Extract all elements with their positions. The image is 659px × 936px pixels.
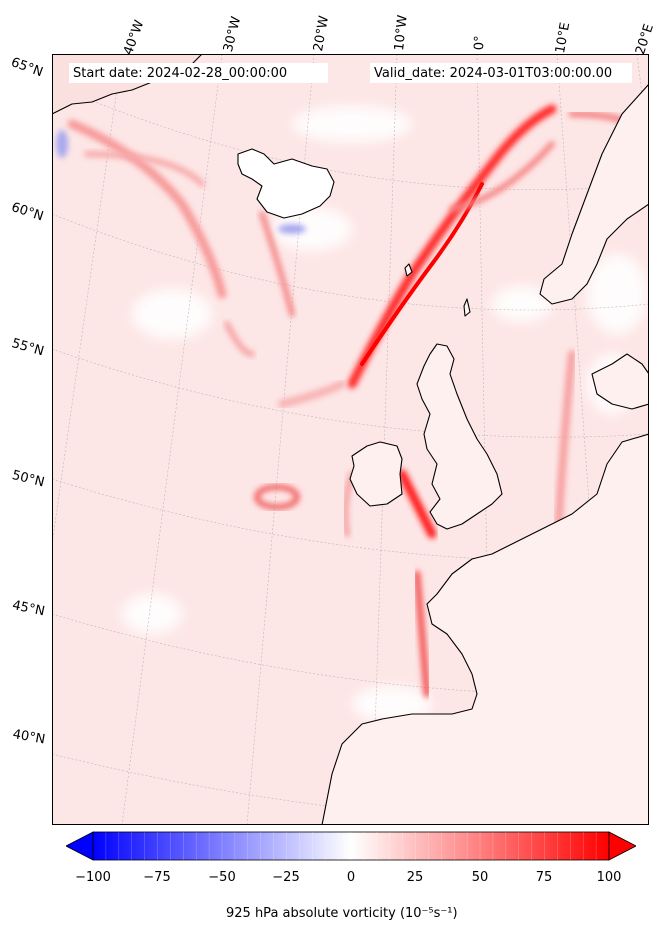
lat-label-55n: 55°N bbox=[9, 336, 46, 360]
colorbar-tick-neg50: −50 bbox=[208, 870, 236, 885]
colorbar-gradient bbox=[92, 831, 610, 861]
lat-label-60n: 60°N bbox=[9, 200, 46, 225]
colorbar-tick-neg100: −100 bbox=[75, 870, 111, 885]
colorbar-tick-100: 100 bbox=[596, 870, 622, 885]
colorbar-tick-neg75: −75 bbox=[143, 870, 171, 885]
lon-label-20w: 20°W bbox=[311, 14, 333, 53]
colorbar-graphic bbox=[65, 831, 637, 861]
start-date-label: Start date: 2024-02-28_00:00:00 bbox=[70, 66, 291, 81]
colorbar-tick-neg25: −25 bbox=[272, 870, 300, 885]
colorbar-tick-50: 50 bbox=[471, 870, 489, 885]
lat-label-40n: 40°N bbox=[11, 727, 47, 748]
colorbar-tick-0: 0 bbox=[346, 870, 356, 885]
lat-label-45n: 45°N bbox=[10, 598, 47, 620]
map-canvas bbox=[52, 54, 649, 825]
colorbar-label: 925 hPa absolute vorticity (10⁻⁵s⁻¹) bbox=[226, 906, 458, 921]
colorbar-extend-high bbox=[608, 831, 637, 861]
lat-label-65n: 65°N bbox=[8, 55, 45, 81]
lon-label-10e: 10°E bbox=[553, 21, 574, 55]
lon-label-20e: 20°E bbox=[633, 22, 657, 57]
lon-label-10w: 10°W bbox=[392, 14, 411, 52]
colorbar-extend-low bbox=[65, 831, 94, 861]
lon-label-40w: 40°W bbox=[121, 18, 148, 58]
colorbar-tick-75: 75 bbox=[535, 870, 553, 885]
colorbar bbox=[65, 831, 637, 861]
lon-label-30w: 30°W bbox=[221, 15, 245, 54]
lat-label-50n: 50°N bbox=[10, 468, 46, 491]
map-frame bbox=[52, 54, 649, 825]
colorbar-tick-25: 25 bbox=[406, 870, 424, 885]
vorticity-eddy bbox=[254, 484, 300, 510]
vorticity-map: Start date: 2024-02-28_00:00:00 Valid_da… bbox=[52, 54, 649, 825]
lon-label-0: 0° bbox=[472, 35, 488, 51]
valid-date-label: Valid_date: 2024-03-01T03:00:00.00 bbox=[371, 66, 616, 81]
